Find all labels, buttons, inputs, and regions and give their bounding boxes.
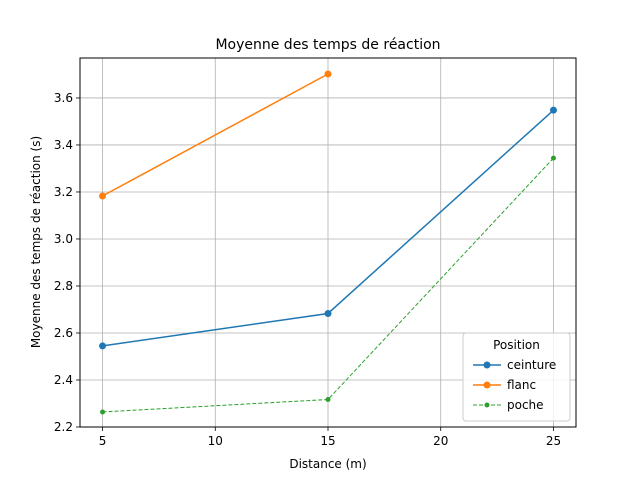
- x-tick-label: 25: [546, 434, 561, 448]
- x-tick-label: 20: [433, 434, 448, 448]
- series-flanc: [99, 70, 332, 200]
- x-axis-label: Distance (m): [289, 457, 366, 471]
- y-tick-label: 2.4: [54, 373, 73, 387]
- data-point-poche: [325, 397, 331, 403]
- series-line-flanc: [102, 73, 329, 197]
- x-tick-label: 5: [99, 434, 107, 448]
- y-tick-label: 3.2: [54, 185, 73, 199]
- x-tick-label: 10: [208, 434, 223, 448]
- data-point-ceinture: [549, 106, 557, 114]
- y-tick-label: 2.2: [54, 420, 73, 434]
- series-poche: [100, 155, 556, 415]
- data-point-ceinture: [99, 342, 107, 350]
- data-point-flanc: [99, 192, 107, 200]
- y-tick-label: 3.4: [54, 138, 73, 152]
- y-tick-label: 3.6: [54, 91, 73, 105]
- legend: Position ceinture flanc poche: [462, 332, 571, 422]
- legend-marker-ceinture: [483, 361, 491, 369]
- x-axis-ticks: 5 10 15 20 25: [99, 427, 561, 448]
- y-tick-label: 3.0: [54, 232, 73, 246]
- data-point-flanc: [324, 70, 332, 78]
- legend-marker-flanc: [483, 381, 491, 389]
- y-axis-ticks: 2.2 2.4 2.6 2.8 3.0 3.2 3.4 3.6: [54, 91, 80, 434]
- x-tick-label: 15: [320, 434, 335, 448]
- legend-label-poche: poche: [507, 398, 544, 412]
- legend-label-flanc: flanc: [507, 378, 536, 392]
- data-point-ceinture: [324, 309, 332, 317]
- legend-label-ceinture: ceinture: [507, 358, 556, 372]
- chart-title: Moyenne des temps de réaction: [215, 37, 440, 53]
- data-point-poche: [550, 155, 556, 161]
- y-tick-label: 2.6: [54, 326, 73, 340]
- y-axis-label: Moyenne des temps de réaction (s): [29, 136, 43, 348]
- legend-title: Position: [493, 338, 540, 352]
- legend-marker-poche: [484, 402, 490, 408]
- series-ceinture: [99, 106, 557, 350]
- legend-box: [462, 332, 571, 422]
- y-tick-label: 2.8: [54, 279, 73, 293]
- data-point-poche: [100, 409, 106, 415]
- series-layer: [99, 70, 557, 415]
